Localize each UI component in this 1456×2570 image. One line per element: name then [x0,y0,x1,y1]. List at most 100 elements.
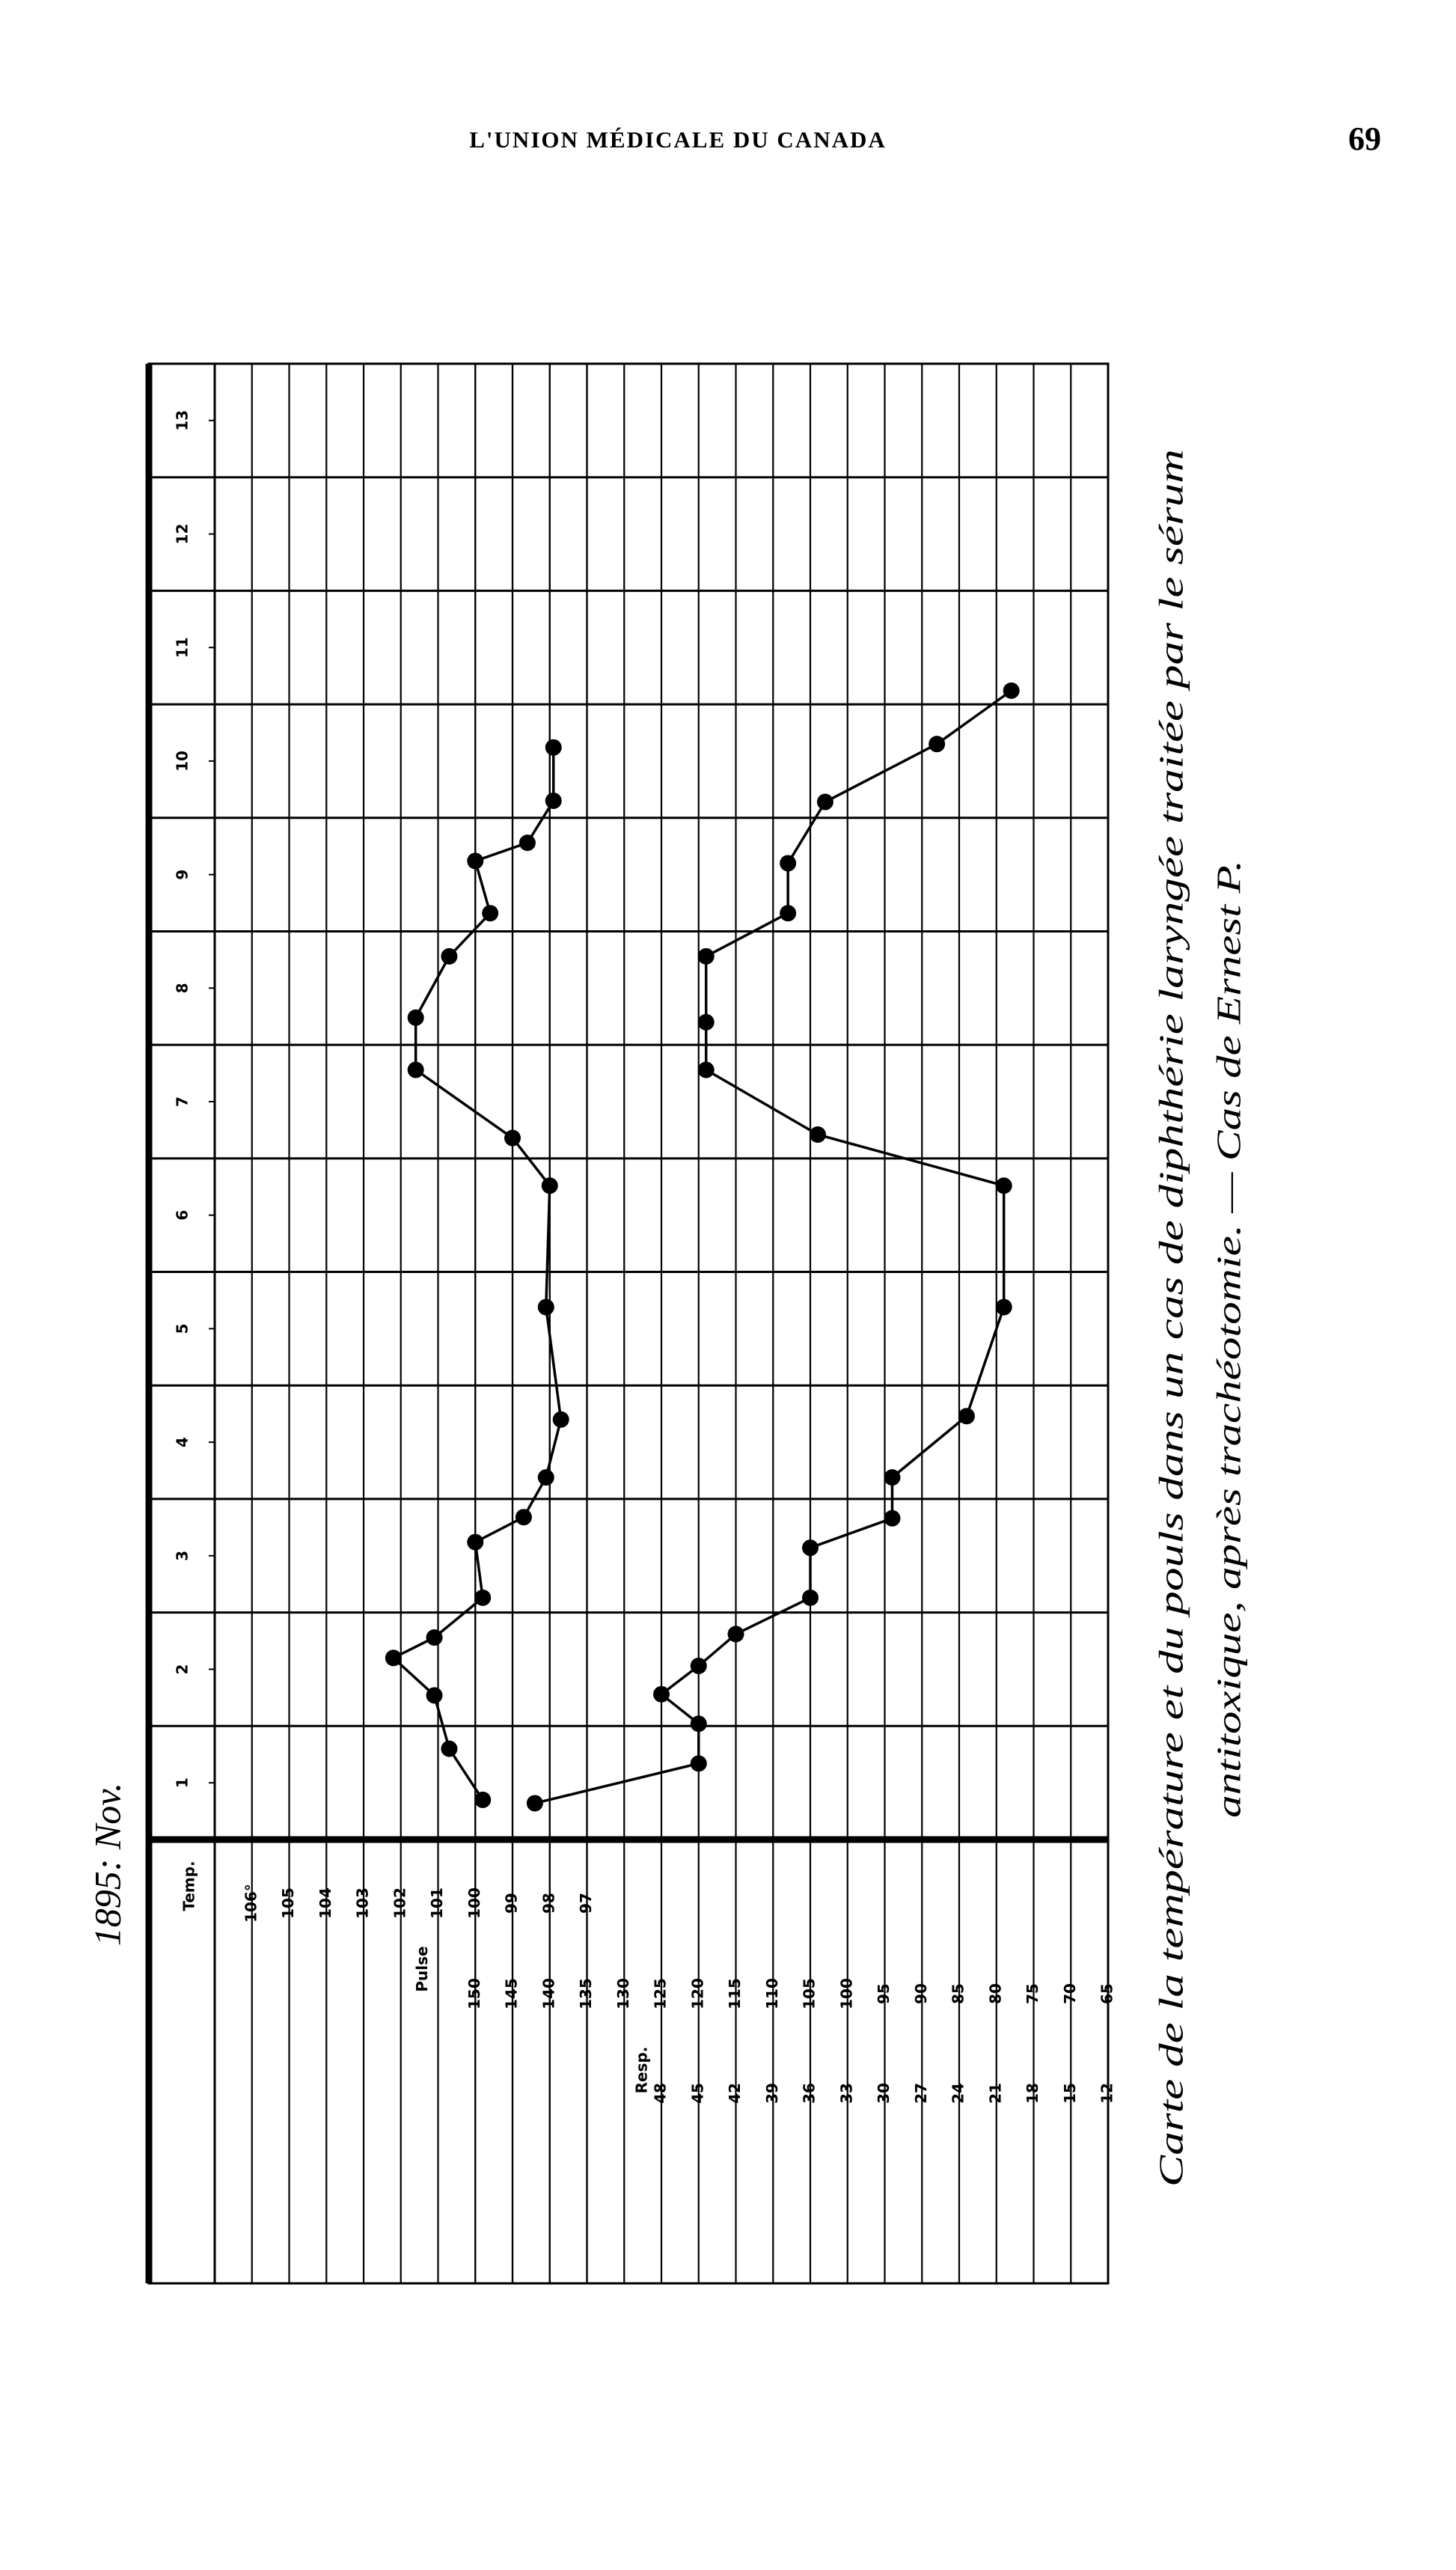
data-point [482,905,499,922]
data-point [552,1411,569,1428]
pulse-tick-label: 135 [577,1978,595,2009]
data-point [441,1740,458,1757]
resp-tick-label: 18 [1024,2083,1041,2104]
data-point [526,1795,543,1812]
day-label: 4 [174,1437,192,1447]
data-point [474,1791,492,1808]
data-point [1003,682,1020,699]
annotation: 1895: Nov. [86,1783,128,1946]
caption-line: antitoxique, après trachéotomie. — Cas d… [1210,860,1248,1818]
temp-tick-label: 103 [354,1887,372,1919]
data-point [545,739,562,756]
pulse-tick-label: 80 [986,1983,1004,2004]
pulse-tick-label: 85 [949,1983,967,2004]
temp-tick-label: 104 [316,1887,334,1919]
data-point [407,1009,424,1026]
data-point [809,1126,826,1143]
day-label: 1 [174,1777,192,1788]
data-point [690,1657,707,1674]
temp-tick-label: 100 [465,1887,483,1919]
temp-tick-label: 105 [279,1887,297,1919]
data-point [537,1469,554,1486]
data-point [802,1589,819,1606]
pulse-tick-label: 145 [503,1978,521,2009]
data-point [426,1687,443,1704]
resp-tick-label: 42 [726,2083,744,2104]
pulse-tick-label: 130 [614,1978,632,2009]
temp-tick-label: 98 [539,1893,557,1914]
pulse-tick-label: 90 [912,1983,930,2004]
pulse-tick-label: 100 [837,1978,855,2009]
data-point [958,1408,975,1425]
pulse-tick-label: 115 [726,1978,744,2009]
day-label: 6 [174,1210,192,1221]
data-point [541,1177,558,1194]
resp-tick-label: 24 [949,2083,967,2104]
resp-axis-label: Resp. [633,2047,651,2094]
series-line [391,747,563,1801]
pulse-tick-label: 150 [465,1978,483,2009]
day-label: 11 [174,637,192,658]
temp-tick-label: 106° [242,1884,260,1923]
data-point [727,1626,744,1643]
data-point [884,1469,901,1486]
day-label: 13 [174,410,192,431]
day-label: 2 [174,1664,192,1675]
temp-tick-label: 101 [428,1887,446,1919]
data-point [474,1589,492,1606]
temp-tick-label: 102 [391,1887,409,1919]
data-point [995,1298,1012,1316]
data-point [653,1685,670,1703]
data-point [780,855,797,872]
series-line [534,689,1012,1805]
data-point [690,1755,707,1772]
data-point [426,1629,443,1646]
data-point [504,1129,521,1147]
pulse-tick-label: 105 [801,1978,819,2009]
temp-tick-label: 97 [577,1893,595,1914]
day-label: 12 [174,524,192,545]
pulse-tick-label: 110 [763,1978,781,2009]
data-point [697,947,715,965]
data-point [690,1715,707,1733]
resp-tick-label: 30 [875,2083,893,2104]
data-point [537,1298,554,1316]
data-point [385,1649,402,1667]
data-point [780,905,797,922]
data-point [995,1177,1012,1194]
day-label: 9 [174,870,192,880]
caption-line: Carte de la température et du pouls dans… [1152,449,1190,2187]
data-point [929,736,946,753]
data-point [545,793,562,810]
data-point [515,1509,532,1526]
resp-tick-label: 15 [1061,2083,1079,2104]
pulse-axis-label: Pulse [413,1946,431,1991]
pulse-tick-label: 125 [652,1978,670,2009]
page-number: 69 [1348,120,1381,157]
day-label: 7 [174,1096,192,1107]
pulse-tick-label: 95 [875,1983,893,2004]
pulse-tick-label: 75 [1024,1983,1041,2004]
chart: 979899100101102103104105106°657075808590… [86,362,1248,2285]
resp-tick-label: 12 [1098,2083,1116,2104]
pulse-tick-label: 140 [539,1978,557,2009]
temp-axis-label: Temp. [180,1861,198,1911]
day-label: 3 [174,1551,192,1561]
data-point [697,1061,715,1078]
page-header: L'UNION MÉDICALE DU CANADA [469,126,887,153]
temp-tick-label: 99 [503,1893,521,1914]
day-label: 5 [174,1323,192,1334]
data-point [697,1013,715,1031]
resp-tick-label: 36 [801,2083,819,2104]
data-point [802,1539,819,1557]
data-point [407,1061,424,1078]
data-point [519,834,536,852]
day-label: 10 [174,751,192,772]
resp-tick-label: 21 [986,2083,1004,2104]
data-point [441,947,458,965]
resp-tick-label: 45 [688,2083,706,2104]
data-point [816,793,833,811]
resp-tick-label: 33 [837,2083,855,2104]
